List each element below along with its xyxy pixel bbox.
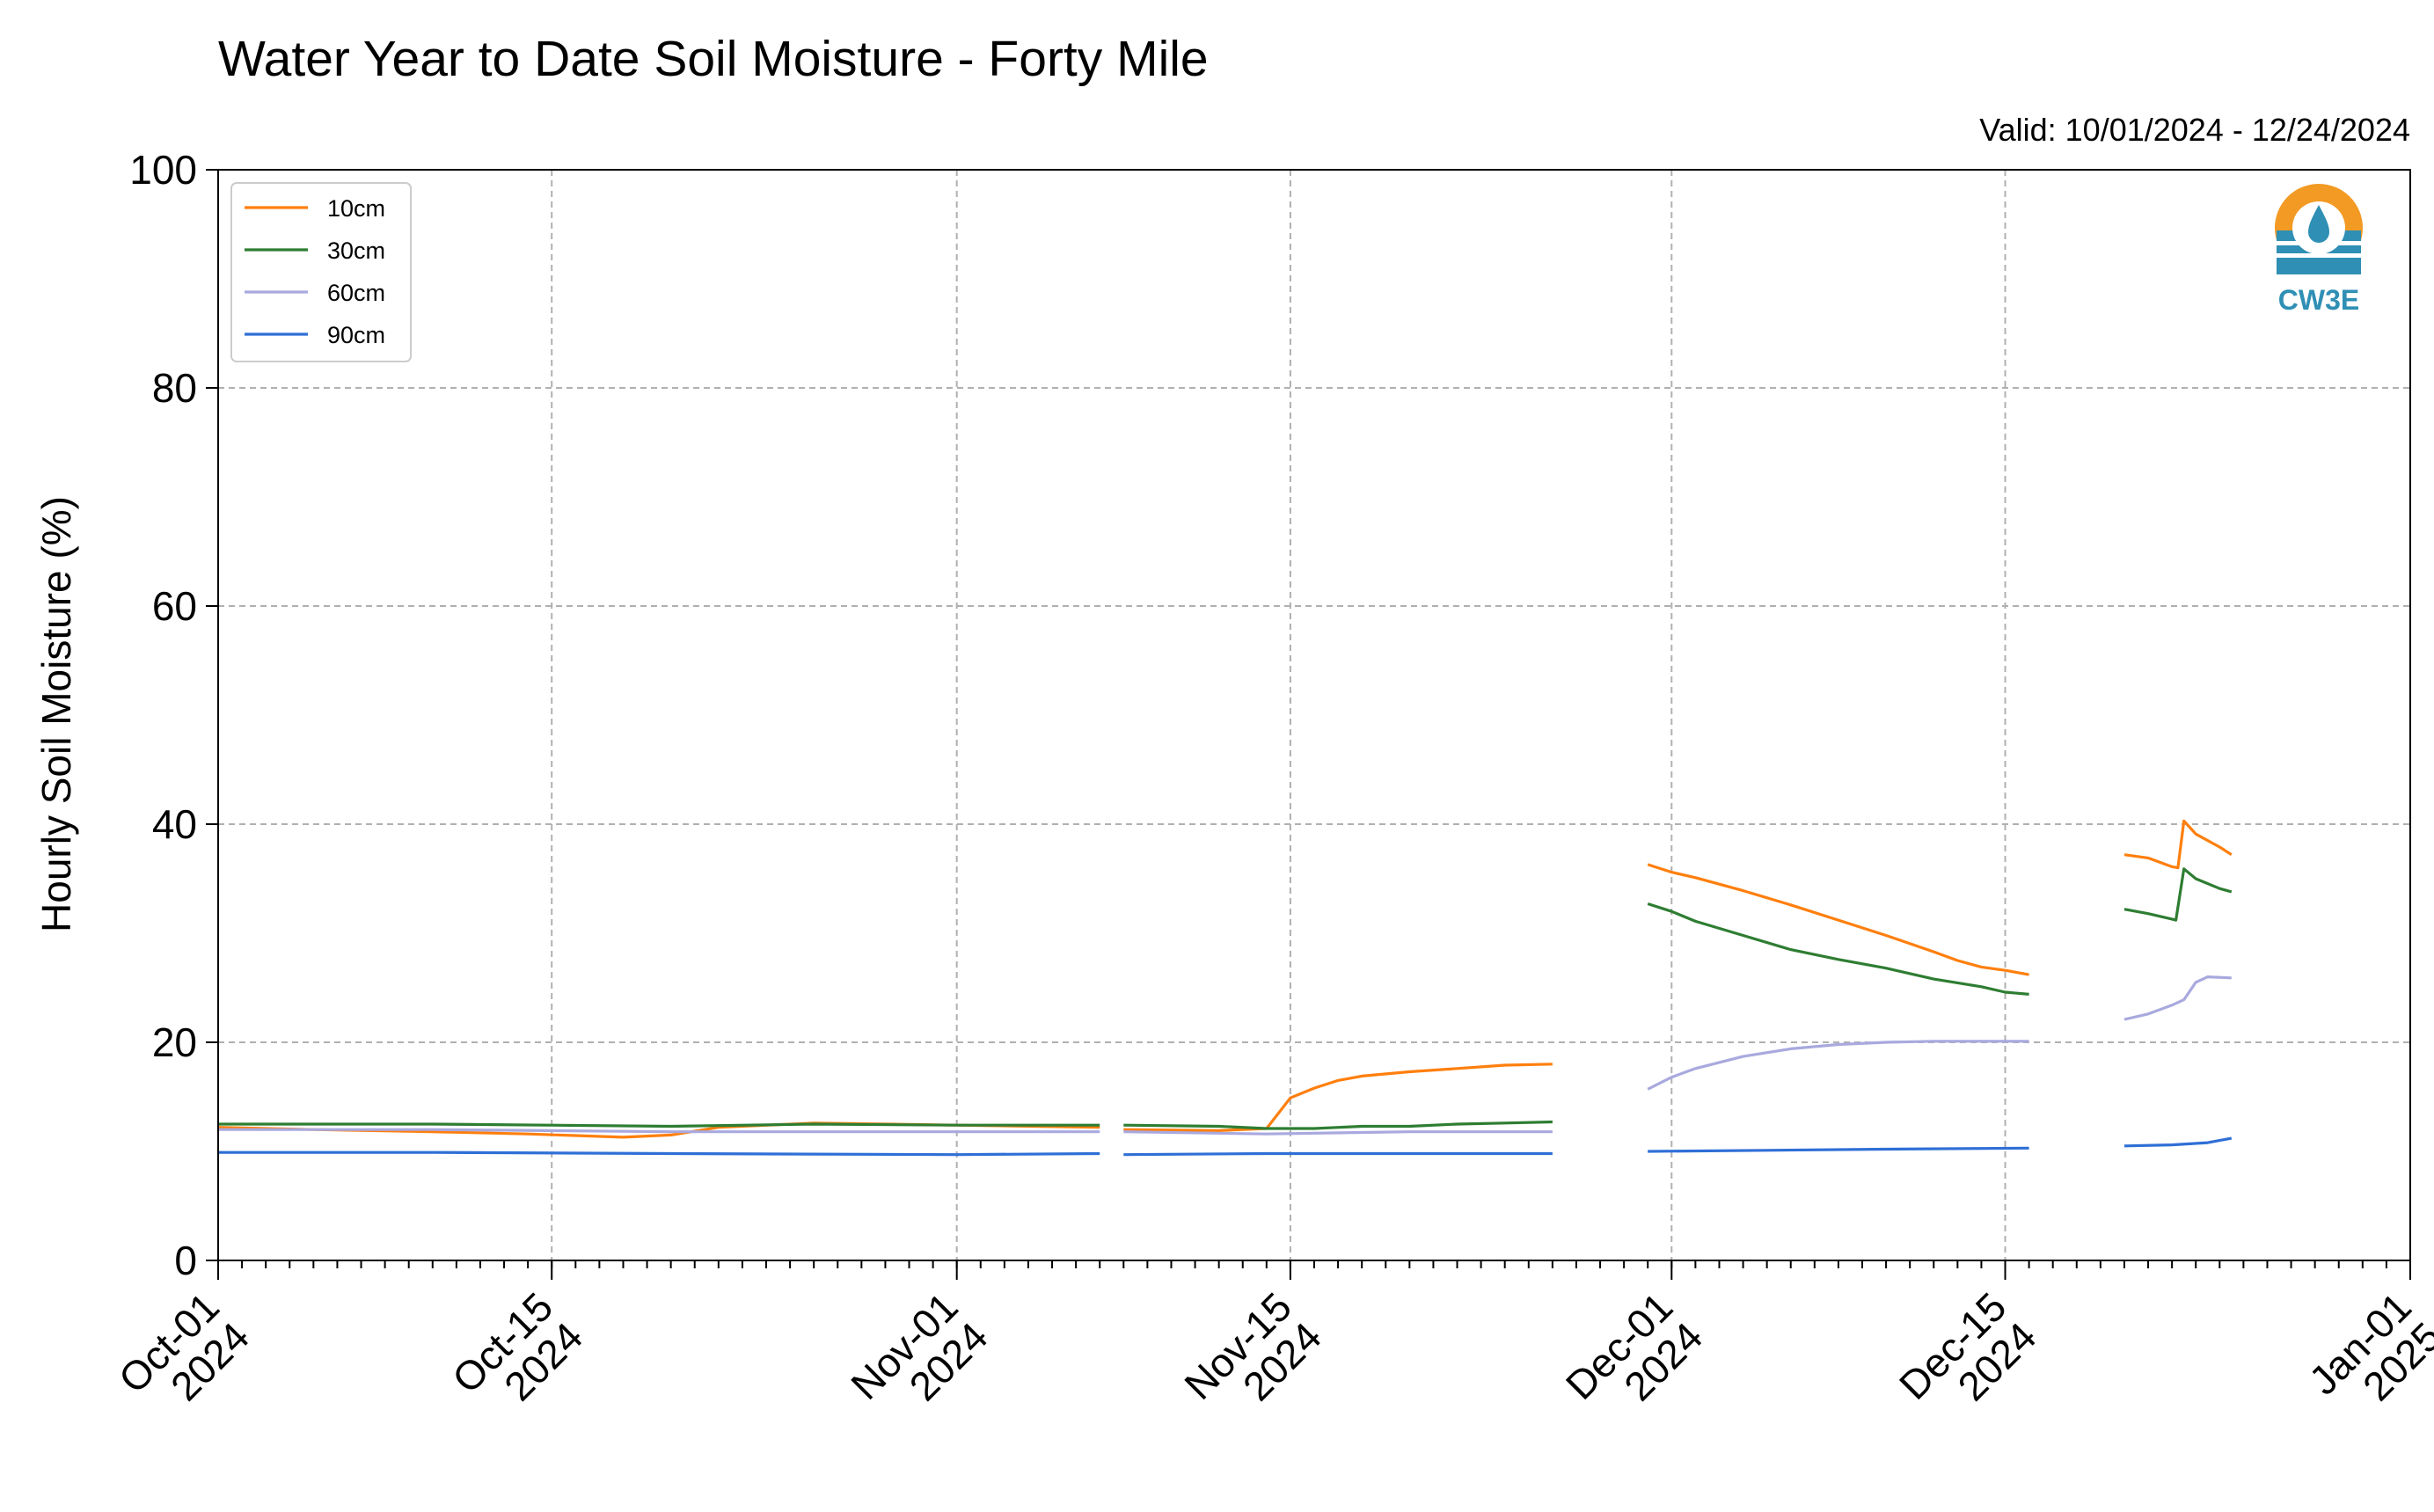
- series-line-30cm: [1647, 902, 2029, 996]
- series-layer: [217, 819, 2233, 1157]
- y-tick-label: 60: [152, 583, 197, 629]
- water-drop-icon: [2275, 184, 2363, 274]
- series-line-90cm: [1123, 1151, 1553, 1157]
- y-tick-label: 100: [129, 147, 197, 193]
- series-line-90cm: [1648, 1146, 2029, 1153]
- x-tick-label: Nov-012024: [842, 1283, 997, 1438]
- plot-area: [217, 169, 2411, 1261]
- series-line-90cm: [218, 1150, 1100, 1157]
- chart-title: Water Year to Date Soil Moisture - Forty…: [218, 31, 1209, 87]
- logo-drop: [2308, 205, 2329, 243]
- series-line-60cm: [1123, 1130, 1553, 1136]
- x-tick-label: Jan-012025: [2300, 1283, 2434, 1433]
- y-tick-label: 80: [152, 365, 197, 411]
- series-line-60cm: [2123, 975, 2232, 1021]
- y-tick-label: 20: [152, 1019, 197, 1065]
- cw3e-logo: CW3E: [2275, 184, 2363, 316]
- legend-label-60cm: 60cm: [327, 280, 385, 306]
- y-axis: 0 20 40 60 80 100: [129, 147, 218, 1283]
- y-tick-label: 0: [174, 1238, 197, 1283]
- series-line-60cm: [218, 1128, 1100, 1134]
- logo-wave-2: [2275, 253, 2363, 258]
- legend: 10cm 30cm 60cm 90cm: [230, 182, 412, 362]
- chart-subtitle: Valid: 10/01/2024 - 12/24/2024: [1979, 112, 2410, 148]
- x-tick-label: Dec-152024: [1890, 1283, 2045, 1438]
- legend-box: [230, 182, 412, 362]
- series-line-30cm: [1123, 1120, 1553, 1130]
- legend-label-10cm: 10cm: [327, 195, 385, 222]
- y-tick-label: 40: [152, 801, 197, 847]
- x-tick-label: Nov-152024: [1175, 1283, 1330, 1438]
- series-line-90cm: [2123, 1136, 2233, 1148]
- series-30cm: [218, 867, 2233, 1130]
- x-tick-label: Oct-152024: [443, 1283, 591, 1431]
- series-line-10cm: [1647, 863, 2029, 976]
- x-tick-label: Dec-012024: [1557, 1283, 1712, 1438]
- series-line-10cm: [2123, 819, 2233, 870]
- y-axis-label: Hourly Soil Moisture (%): [33, 496, 79, 932]
- grid: [218, 170, 2410, 1260]
- series-60cm: [218, 975, 2232, 1136]
- series-line-10cm: [1123, 1063, 1553, 1133]
- x-axis: Oct-012024 Oct-152024 Nov-012024 Nov-152024…: [110, 1260, 2434, 1438]
- legend-label-30cm: 30cm: [327, 237, 385, 264]
- series-line-60cm: [1647, 1040, 2029, 1091]
- x-tick-label: Oct-012024: [110, 1283, 258, 1431]
- series-90cm: [218, 1136, 2233, 1157]
- series-line-30cm: [2123, 867, 2233, 922]
- legend-label-90cm: 90cm: [327, 322, 385, 348]
- logo-label: CW3E: [2278, 284, 2359, 316]
- series-line-30cm: [218, 1122, 1100, 1129]
